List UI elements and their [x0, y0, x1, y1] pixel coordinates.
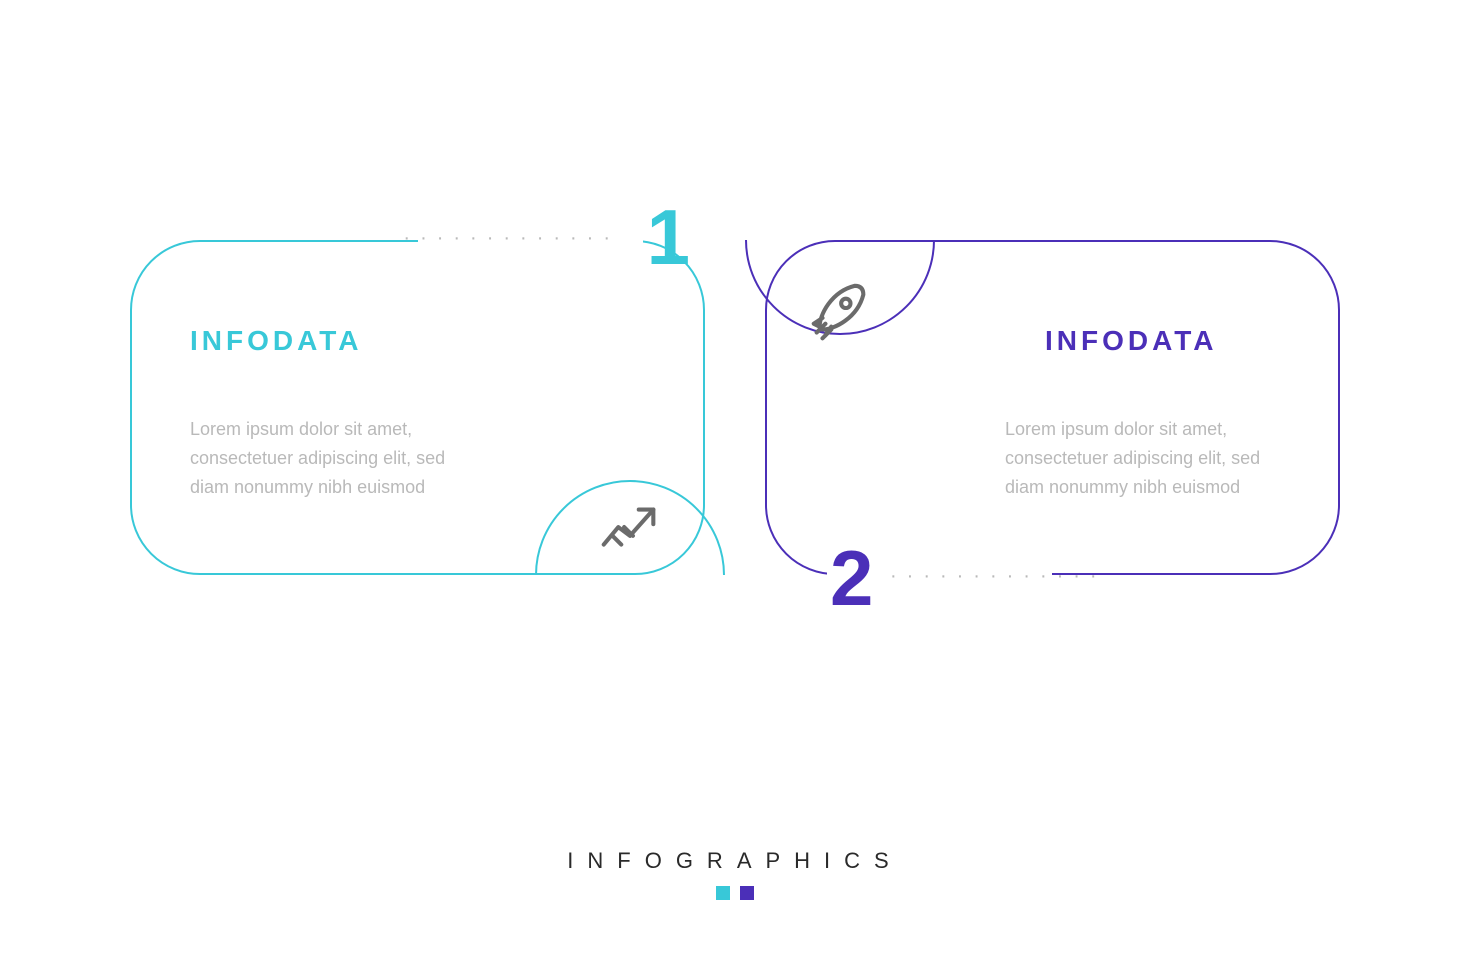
infographic-card-2: INFODATA Lorem ipsum dolor sit amet, con… — [765, 240, 1340, 575]
swatch-1 — [716, 886, 730, 900]
swatch-2 — [740, 886, 754, 900]
card-body-text: Lorem ipsum dolor sit amet, consectetuer… — [1005, 415, 1295, 501]
rocket-icon — [805, 280, 875, 350]
leader-dots: ············· — [403, 227, 620, 250]
step-number: 1 — [647, 198, 690, 276]
card-body-text: Lorem ipsum dolor sit amet, consectetuer… — [190, 415, 480, 501]
cards-container: ············· 1 INFODATA Lorem ipsum dol… — [130, 240, 1340, 620]
leader-dots: ············· — [890, 565, 1107, 588]
card-title: INFODATA — [1045, 325, 1218, 357]
chart-up-icon — [595, 495, 665, 565]
step-number: 2 — [830, 539, 873, 617]
infographic-card-1: ············· 1 INFODATA Lorem ipsum dol… — [130, 240, 705, 575]
footer-label: INFOGRAPHICS — [0, 848, 1470, 874]
footer: INFOGRAPHICS — [0, 848, 1470, 900]
card-title: INFODATA — [190, 325, 363, 357]
footer-color-swatches — [0, 886, 1470, 900]
